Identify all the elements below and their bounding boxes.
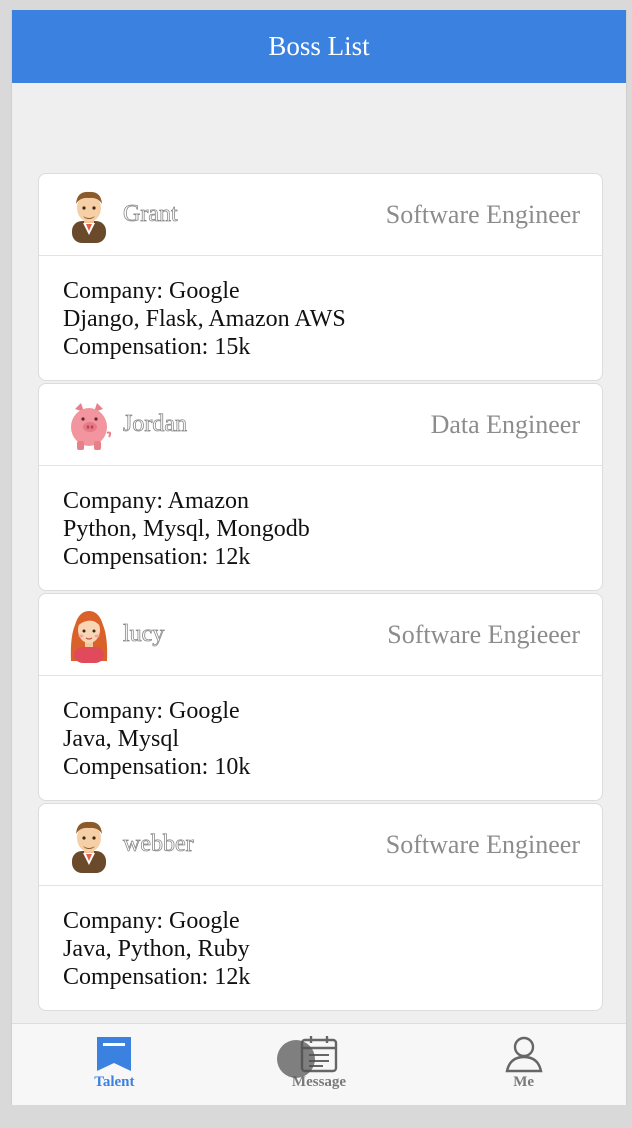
boss-name: webber [123, 831, 194, 858]
tab-talent[interactable]: Talent [12, 1024, 217, 1105]
boss-skills: Python, Mysql, Mongodb [63, 516, 310, 542]
woman-avatar-icon [70, 610, 108, 663]
boss-compensation: Compensation: 15k [63, 334, 251, 360]
boss-name: Jordan [123, 411, 188, 438]
boss-company: Company: Google [63, 278, 240, 304]
touch-indicator [277, 1040, 315, 1078]
tab-label: Me [513, 1074, 535, 1090]
boss-name: Grant [123, 201, 178, 228]
man-avatar-icon [72, 821, 106, 873]
tab-label: Talent [94, 1074, 135, 1090]
tab-message[interactable]: Message [217, 1024, 422, 1105]
boss-title: Software Engieeer [387, 619, 580, 649]
boss-card-body: Company: Google Java, Python, Ruby Compe… [39, 886, 602, 991]
boss-card-header: lucy Software Engieeer [39, 594, 602, 676]
boss-card[interactable]: Grant Software Engineer Company: Google … [38, 173, 603, 381]
boss-compensation: Compensation: 12k [63, 964, 251, 990]
boss-title: Software Engineer [385, 829, 580, 859]
boss-card[interactable]: lucy Software Engieeer Company: Google J… [38, 593, 603, 801]
user-icon [505, 1036, 543, 1073]
boss-card[interactable]: Jordan Data Engineer Company: Amazon Pyt… [38, 383, 603, 591]
boss-card-body: Company: Google Django, Flask, Amazon AW… [39, 256, 602, 361]
boss-card-header: Grant Software Engineer [39, 174, 602, 256]
boss-title: Software Engineer [385, 199, 580, 229]
boss-card-body: Company: Google Java, Mysql Compensation… [39, 676, 602, 781]
boss-card-header: Jordan Data Engineer [39, 384, 602, 466]
nav-bar: Boss List [12, 10, 626, 83]
tab-label: Message [291, 1074, 347, 1090]
boss-skills: Django, Flask, Amazon AWS [63, 306, 346, 332]
boss-title: Data Engineer [430, 409, 580, 439]
boss-card-header: webber Software Engineer [39, 804, 602, 886]
man-avatar-icon [72, 191, 106, 243]
boss-name: lucy [123, 621, 165, 648]
phone-screen: Boss List Grant Software Engineer [11, 10, 627, 1105]
boss-card-body: Company: Amazon Python, Mysql, Mongodb C… [39, 466, 602, 571]
boss-company: Company: Google [63, 698, 240, 724]
tab-me[interactable]: Me [421, 1024, 626, 1105]
boss-compensation: Compensation: 12k [63, 544, 251, 570]
boss-skills: Java, Mysql [63, 726, 179, 752]
tab-bar: Talent Message Me [12, 1023, 626, 1105]
boss-card[interactable]: webber Software Engineer Company: Google… [38, 803, 603, 1011]
page-title: Boss List [268, 31, 370, 61]
pig-avatar-icon [71, 402, 112, 450]
bookmark-icon [97, 1037, 132, 1071]
boss-skills: Java, Python, Ruby [63, 936, 250, 962]
boss-compensation: Compensation: 10k [63, 754, 251, 780]
boss-company: Company: Google [63, 908, 240, 934]
boss-company: Company: Amazon [63, 488, 249, 514]
boss-list: Grant Software Engineer Company: Google … [38, 173, 603, 1013]
